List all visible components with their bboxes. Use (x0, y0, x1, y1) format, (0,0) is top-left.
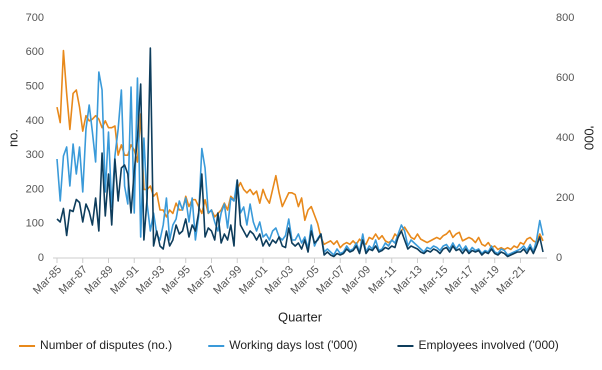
series-line (56, 47, 544, 258)
x-axis-label: Quarter (278, 309, 323, 324)
y-tick-label: 400 (26, 115, 44, 127)
y2-axis-label: '000 (582, 126, 597, 150)
y2-tick-label: 800 (556, 12, 574, 24)
legend-label: Number of disputes (no.) (40, 338, 172, 352)
y-tick-label: 300 (26, 149, 44, 161)
y2-tick-label: 600 (556, 72, 574, 84)
legend-item: Employees involved ('000) (397, 338, 559, 352)
y2-tick-label: 200 (556, 192, 574, 204)
y-tick-label: 600 (26, 46, 44, 58)
legend-item: Number of disputes (no.) (19, 338, 172, 352)
y-tick-label: 200 (26, 183, 44, 195)
y2-tick-label: 0 (556, 252, 562, 264)
legend-label: Working days lost ('000) (229, 338, 357, 352)
y-tick-label: 500 (26, 80, 44, 92)
legend-label: Employees involved ('000) (418, 338, 558, 352)
y2-tick-label: 400 (556, 132, 574, 144)
series-line (56, 71, 544, 256)
series-line (56, 49, 544, 251)
y-tick-label: 100 (26, 218, 44, 230)
y-axis-label: no. (5, 129, 20, 147)
y-tick-label: 0 (38, 252, 44, 264)
x-tick-label: Mar-21 (495, 264, 528, 297)
x-tick-label: Mar-09 (340, 264, 373, 297)
legend-item: Working days lost ('000) (208, 338, 357, 352)
y-tick-label: 700 (26, 12, 44, 24)
